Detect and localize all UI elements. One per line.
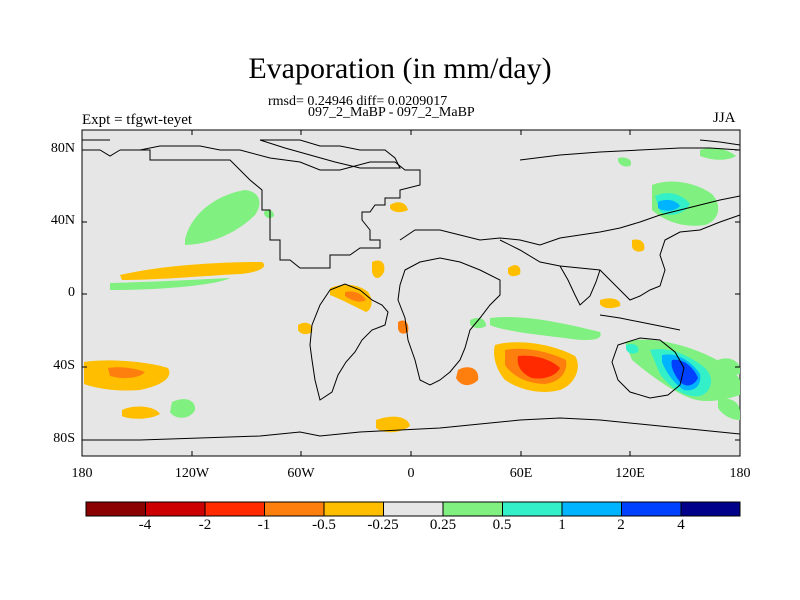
contour-red-orange — [345, 291, 366, 302]
contour-green — [110, 278, 230, 290]
stats-text: rmsd= 0.24946 diff= 0.0209017 — [268, 94, 448, 109]
contour-green — [618, 157, 632, 167]
colorbar-label: -0.5 — [312, 517, 336, 533]
contour-green — [626, 343, 639, 354]
colorbar-swatch — [323, 501, 384, 517]
lat-label: 40N — [50, 213, 75, 228]
lon-label: 0 — [407, 466, 415, 481]
colorbar-swatch — [383, 501, 444, 517]
contour-orange — [122, 406, 160, 419]
lon-label: 120E — [615, 466, 645, 481]
colorbar-label: -1 — [257, 517, 271, 533]
colorbar — [85, 501, 741, 517]
colorbar-swatch — [442, 501, 503, 517]
lon-label: 180 — [71, 466, 93, 481]
colorbar-label: -4 — [138, 517, 152, 533]
contour-green — [264, 209, 274, 219]
colorbar-swatch — [264, 501, 325, 517]
lon-label: 120W — [174, 466, 210, 481]
coastline-arctic-islands — [82, 139, 741, 157]
lon-label: 60W — [287, 466, 315, 481]
lon-label: 180 — [729, 466, 751, 481]
contour-red — [517, 355, 560, 379]
contour-green — [170, 399, 196, 418]
coastline-south-america — [309, 283, 389, 401]
coastline-greenland — [259, 139, 401, 169]
colorbar-swatch — [85, 501, 146, 517]
lat-label: 80S — [53, 431, 75, 446]
colorbar-label: -0.25 — [367, 517, 399, 533]
colorbar-swatch — [561, 501, 622, 517]
colorbar-swatch — [204, 501, 265, 517]
contour-green — [700, 148, 736, 160]
colorbar-swatch — [502, 501, 563, 517]
colorbar-label: 0.25 — [429, 517, 457, 533]
coastline-eurasia-north — [519, 147, 741, 161]
contour-orange — [120, 262, 265, 280]
contour-orange — [372, 260, 385, 278]
contour-green — [185, 190, 260, 245]
experiment-label: Expt = tfgwt-teyet — [82, 112, 193, 128]
contour-green — [718, 398, 740, 420]
coastline-indonesia — [599, 314, 681, 331]
contour-green — [718, 358, 740, 375]
colorbar-swatch — [145, 501, 206, 517]
contour-green — [490, 316, 601, 340]
coastline-europe — [399, 195, 741, 246]
axis-ticks — [82, 130, 740, 456]
lat-label: 0 — [68, 285, 75, 300]
coastlines — [82, 139, 741, 441]
contour-sky — [658, 199, 680, 211]
contour-orange — [298, 322, 313, 335]
coastline-australia — [611, 337, 685, 399]
season-label: JJA — [713, 110, 736, 126]
colorbar-label: 2 — [617, 517, 625, 533]
lon-label: 60E — [509, 466, 533, 481]
colorbar-label: -2 — [198, 517, 212, 533]
contour-orange — [600, 298, 621, 309]
colorbar-swatch — [621, 501, 682, 517]
colorbar-label: 0.5 — [492, 517, 512, 533]
contour-blue — [671, 359, 698, 386]
coastline-north-america — [120, 145, 421, 269]
colorbar-label: 1 — [558, 517, 566, 533]
lat-label: 40S — [53, 358, 75, 373]
contour-orange — [632, 239, 645, 252]
map-title: Evaporation (in mm/day) — [248, 52, 552, 85]
experiment-name: 097_2_MaBP - 097_2_MaBP — [308, 105, 475, 120]
lat-label: 80N — [50, 141, 75, 156]
contour-red-orange — [108, 367, 145, 379]
contour-orange — [456, 367, 479, 386]
coastline-india — [559, 265, 601, 306]
contour-orange — [376, 416, 410, 433]
coastline-antarctica — [82, 417, 741, 441]
contour-orange — [390, 202, 408, 213]
coastline-africa — [397, 257, 501, 386]
colorbar-swatch — [680, 501, 741, 517]
contour-orange — [508, 265, 521, 277]
colorbar-label: 4 — [677, 517, 685, 533]
